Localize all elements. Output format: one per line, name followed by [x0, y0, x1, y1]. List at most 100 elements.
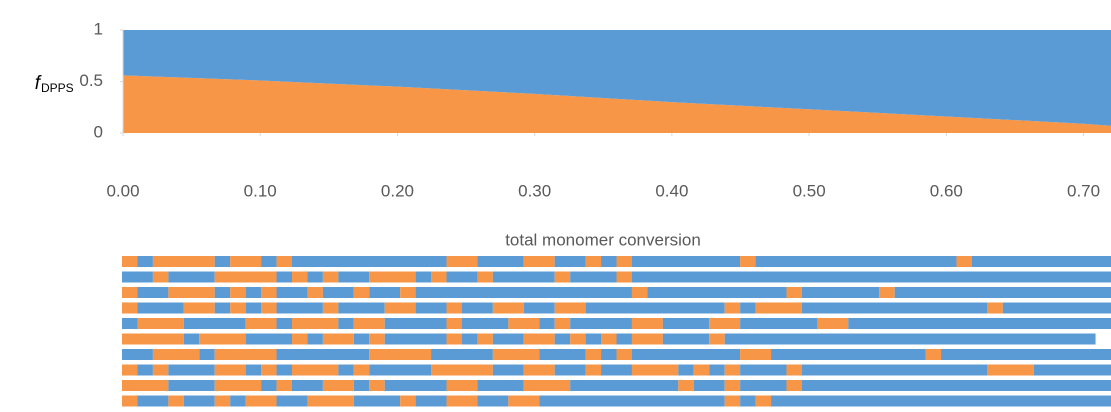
chain-segment — [554, 302, 586, 314]
chain-segment — [879, 287, 895, 298]
chain-segment — [740, 318, 818, 329]
y-tick-label: 1 — [94, 19, 103, 38]
chain-segment — [662, 333, 710, 345]
chain-segment — [168, 364, 215, 376]
chain-segment — [168, 271, 215, 283]
chain-segment — [585, 256, 602, 267]
chain-segment — [261, 256, 277, 267]
chain-segment — [492, 349, 540, 360]
chain-segment — [817, 318, 849, 329]
chain-segment — [122, 364, 138, 376]
chain-segment — [431, 364, 493, 376]
chain-segment — [585, 364, 602, 376]
chain-segment — [431, 271, 447, 283]
chain-segment — [353, 318, 385, 329]
chain-segment — [276, 318, 292, 329]
chain-segment — [446, 333, 462, 345]
chain-segment — [214, 349, 277, 360]
chain-segment — [678, 380, 694, 391]
area — [123, 30, 1111, 126]
chain-segment — [616, 256, 632, 267]
chain-segment — [353, 395, 401, 407]
chain-segment — [477, 395, 509, 407]
chain-segment — [616, 271, 632, 283]
chain-segment — [987, 302, 1003, 314]
chain-segment — [137, 395, 169, 407]
chain-segment — [601, 333, 617, 345]
chain-segment — [508, 395, 540, 407]
chain-segment — [137, 256, 153, 267]
chain-segment — [848, 318, 1111, 329]
chain-segment — [338, 318, 354, 329]
chain-segment — [771, 349, 926, 360]
area — [123, 75, 1111, 133]
chain-segment — [492, 333, 524, 345]
chain-segment — [122, 380, 169, 391]
chain-segment — [801, 380, 1111, 391]
chain-segment — [539, 395, 725, 407]
chain-segment — [446, 271, 478, 283]
chain-segment — [307, 271, 323, 283]
chain-segment — [152, 364, 169, 376]
chain-segment — [261, 380, 277, 391]
chain-segment — [554, 364, 586, 376]
chain-segment — [724, 380, 741, 391]
chain-segment — [122, 302, 138, 314]
chain-segment — [415, 395, 447, 407]
chain-segment — [539, 349, 586, 360]
x-tick-label: 0.50 — [793, 181, 826, 200]
chain-segment — [740, 302, 756, 314]
x-tick-label: 0.00 — [106, 181, 139, 200]
chain-segment — [291, 256, 447, 267]
chain-segment — [276, 380, 292, 391]
chain-segment — [601, 349, 617, 360]
chain-segment — [1033, 364, 1111, 376]
chain-segment — [647, 287, 787, 298]
chain-segment — [941, 349, 1111, 360]
chain-segment — [122, 349, 153, 360]
chain-segment — [724, 395, 741, 407]
chain-segment — [570, 271, 617, 283]
chain-segment — [369, 271, 416, 283]
chain-segment — [245, 287, 262, 298]
chain-segment — [276, 395, 308, 407]
chain-segment — [122, 287, 138, 298]
chain-segment — [199, 333, 246, 345]
chain-segment — [801, 302, 988, 314]
chain-segment — [570, 380, 679, 391]
x-tick-label: 0.30 — [518, 181, 551, 200]
chain-segment — [477, 271, 493, 283]
chain-segment — [740, 364, 787, 376]
chain-segment — [322, 333, 354, 345]
chain-segment — [523, 256, 555, 267]
chain-segment — [230, 302, 246, 314]
chain-segment — [384, 318, 447, 329]
chain-segment — [137, 302, 184, 314]
chain-segment — [369, 364, 432, 376]
chain-segment — [631, 256, 741, 267]
chain-segment — [276, 256, 292, 267]
chain-segment — [740, 256, 756, 267]
chain-segment — [152, 271, 169, 283]
chain-segment — [122, 318, 138, 329]
chain-segment — [693, 380, 725, 391]
chain-segment — [724, 302, 741, 314]
chain-segment — [322, 302, 339, 314]
chain-segment — [291, 271, 308, 283]
chain-segment — [415, 287, 632, 298]
chain-segment — [786, 364, 802, 376]
chain-segment — [137, 287, 169, 298]
chain-segment — [724, 364, 741, 376]
chain-segment — [261, 364, 277, 376]
chain-segment — [755, 302, 802, 314]
chain-segment — [446, 302, 462, 314]
chain-segment — [214, 364, 246, 376]
chain-segment — [786, 380, 802, 391]
chain-segment — [276, 302, 323, 314]
chain-segment — [230, 256, 262, 267]
chain-segment — [492, 302, 524, 314]
chain-segment — [338, 364, 354, 376]
chain-segment — [492, 271, 555, 283]
chain-segment — [801, 364, 988, 376]
